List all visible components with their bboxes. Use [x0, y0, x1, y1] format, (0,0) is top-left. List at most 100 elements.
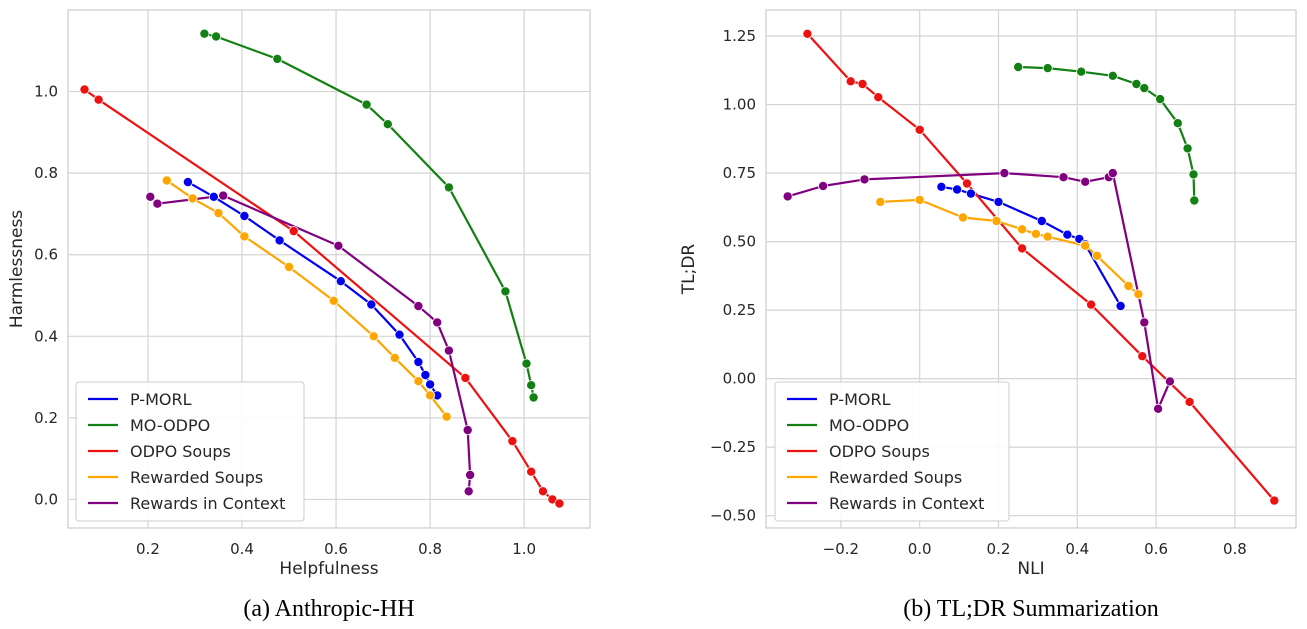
data-point-rewarded-soups: [425, 390, 436, 401]
data-point-odpo-soups: [1086, 299, 1097, 310]
y-tick-label: 0.00: [723, 370, 756, 388]
data-point-mo-odpo: [211, 31, 222, 42]
data-point-mo-odpo: [1042, 63, 1053, 74]
data-point-rewarded-soups: [991, 215, 1002, 226]
data-point-mo-odpo: [443, 182, 454, 193]
data-point-odpo-soups: [507, 436, 518, 447]
data-point-rewarded-soups: [368, 331, 379, 342]
data-point-p-morl: [425, 379, 436, 390]
data-point-rewarded-soups: [1030, 228, 1041, 239]
legend-label-odpo-soups: ODPO Soups: [829, 442, 930, 461]
x-tick-label: 0.6: [324, 540, 348, 558]
data-point-mo-odpo: [1013, 62, 1024, 73]
data-point-rewarded-soups: [958, 212, 969, 223]
data-point-rewards-in-context: [1058, 172, 1069, 183]
data-point-rewards-in-context: [1080, 176, 1091, 187]
data-point-p-morl: [1115, 300, 1126, 311]
x-tick-label: 0.2: [987, 540, 1011, 558]
data-point-mo-odpo: [1188, 169, 1199, 180]
y-tick-label: 0.2: [34, 409, 58, 427]
legend-label-rewards-in-context: Rewards in Context: [829, 494, 984, 513]
y-tick-label: 0.50: [723, 233, 756, 251]
data-point-p-morl: [208, 191, 219, 202]
data-point-p-morl: [413, 356, 424, 367]
series-markers-a: [79, 28, 565, 509]
legend-label-p-morl: P-MORL: [130, 390, 192, 409]
data-point-p-morl: [1036, 215, 1047, 226]
data-point-rewards-in-context: [152, 198, 163, 209]
x-axis-label-a: Helpfulness: [279, 559, 378, 579]
x-tick-label: 0.4: [1065, 540, 1089, 558]
data-point-mo-odpo: [1139, 83, 1150, 94]
data-point-rewarded-soups: [239, 231, 250, 242]
data-point-odpo-soups: [1137, 351, 1148, 362]
data-point-odpo-soups: [1184, 396, 1195, 407]
data-point-mo-odpo: [361, 99, 372, 110]
legend-a: P-MORL MO-ODPO ODPO Soups Rewarded Soups Rew…: [75, 381, 305, 522]
data-point-rewards-in-context: [413, 301, 424, 312]
data-point-odpo-soups: [288, 226, 299, 237]
legend-label-rewarded-soups: Rewarded Soups: [829, 468, 962, 487]
y-tick-label: 0.6: [34, 246, 58, 264]
data-point-rewarded-soups: [413, 376, 424, 387]
data-point-odpo-soups: [93, 94, 104, 105]
data-point-p-morl: [936, 181, 947, 192]
data-point-rewards-in-context: [782, 191, 793, 202]
x-tick-label: 0.4: [230, 540, 254, 558]
data-point-odpo-soups: [802, 28, 813, 39]
data-point-rewards-in-context: [462, 425, 473, 436]
y-tick-label: 0.25: [723, 301, 756, 319]
data-point-rewarded-soups: [283, 261, 294, 272]
legend-label-mo-odpo: MO-ODPO: [130, 416, 210, 435]
data-point-rewarded-soups: [328, 295, 339, 306]
data-point-odpo-soups: [526, 466, 537, 477]
data-point-rewards-in-context: [1153, 403, 1164, 414]
data-point-rewarded-soups: [161, 175, 172, 186]
data-point-mo-odpo: [1107, 70, 1118, 81]
data-point-rewarded-soups: [1092, 250, 1103, 261]
data-point-mo-odpo: [1076, 66, 1087, 77]
data-point-odpo-soups: [914, 124, 925, 135]
data-point-odpo-soups: [857, 79, 868, 90]
legend-label-rewarded-soups: Rewarded Soups: [130, 468, 263, 487]
data-point-p-morl: [239, 210, 250, 221]
x-tick-label: 0.6: [1144, 540, 1168, 558]
data-point-rewards-in-context: [333, 240, 344, 251]
data-point-p-morl: [182, 177, 193, 188]
data-point-odpo-soups: [873, 92, 884, 103]
data-point-mo-odpo: [1155, 94, 1166, 105]
data-point-p-morl: [274, 235, 285, 246]
series-line-mo-odpo: [203, 32, 535, 399]
data-point-odpo-soups: [460, 372, 471, 383]
data-point-rewards-in-context: [1164, 376, 1175, 387]
data-point-mo-odpo: [526, 380, 537, 391]
data-point-rewards-in-context: [432, 317, 443, 328]
y-axis-label-a: Harmlessness: [7, 210, 27, 328]
data-point-mo-odpo: [1182, 143, 1193, 154]
x-axis-label-b: NLI: [1017, 559, 1044, 579]
y-tick-label: 1.25: [723, 27, 756, 45]
data-point-odpo-soups: [1017, 243, 1028, 254]
y-tick-label: 0.8: [34, 164, 58, 182]
data-point-rewards-in-context: [1107, 168, 1118, 179]
data-point-p-morl: [1062, 229, 1073, 240]
x-tick-label: −0.2: [823, 540, 859, 558]
data-point-odpo-soups: [1269, 495, 1280, 506]
data-point-p-morl: [965, 188, 976, 199]
data-point-rewards-in-context: [1139, 317, 1150, 328]
data-point-mo-odpo: [1172, 118, 1183, 129]
data-point-p-morl: [952, 184, 963, 195]
legend-label-rewards-in-context: Rewards in Context: [130, 494, 285, 513]
data-point-p-morl: [366, 299, 377, 310]
data-point-p-morl: [993, 196, 1004, 207]
data-point-mo-odpo: [500, 286, 511, 297]
y-tick-label: 0.4: [34, 327, 58, 345]
chart-panel-tldr-summarization: −0.2 0.0 0.2 0.4 0.6 0.8 −0.50 −0.25 0.00 0.25 0.5…: [679, 9, 1297, 622]
data-point-odpo-soups: [538, 486, 549, 497]
y-tick-label: 1.0: [34, 83, 58, 101]
data-point-mo-odpo: [199, 28, 210, 39]
chart-panel-anthropic-hh: 0.2 0.4 0.6 0.8 1.0 0.0 0.2 0.4 0.6 0.8 1.0 Helpfu…: [7, 9, 591, 622]
data-point-rewards-in-context: [999, 168, 1010, 179]
legend-label-mo-odpo: MO-ODPO: [829, 416, 909, 435]
x-tick-label: 1.0: [512, 540, 536, 558]
